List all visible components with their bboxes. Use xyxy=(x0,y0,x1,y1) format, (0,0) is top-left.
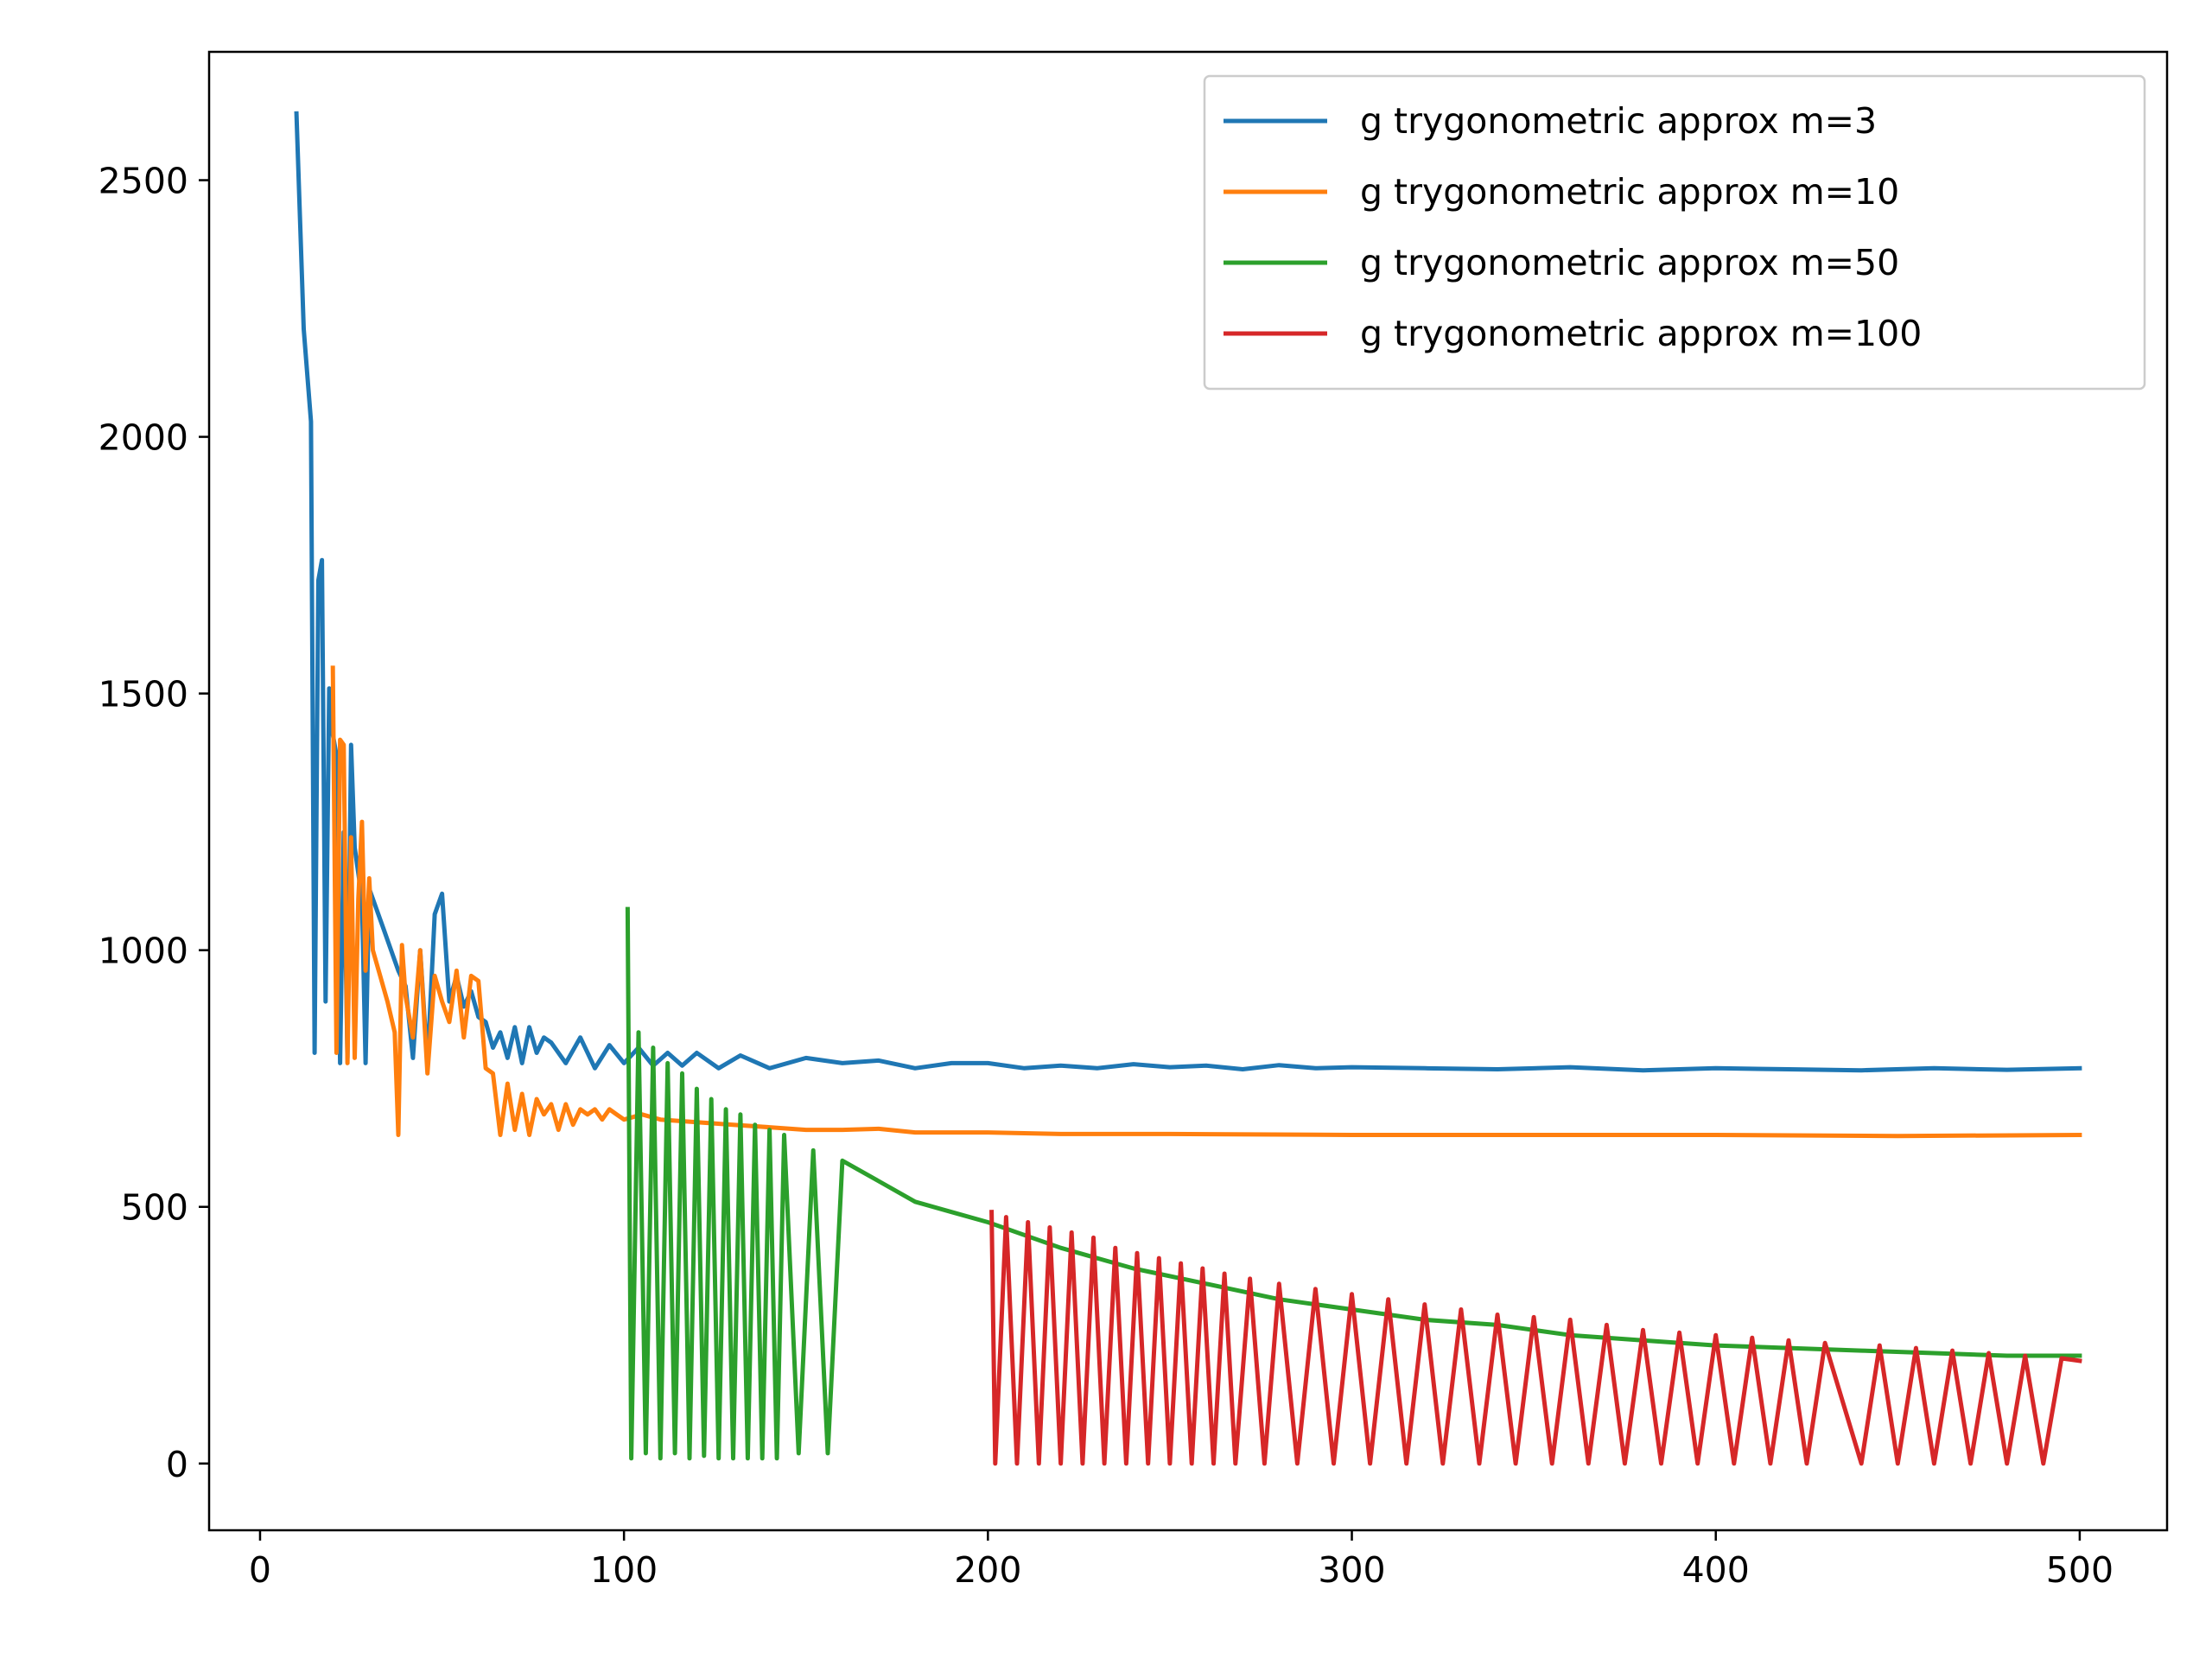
y-tick-label: 1500 xyxy=(99,674,188,715)
legend-box xyxy=(1203,74,2146,391)
x-tick-label: 400 xyxy=(1682,1549,1750,1591)
legend-label: g trygonometric approx m=3 xyxy=(1360,100,1877,142)
series-line-4 xyxy=(989,1210,2082,1466)
legend-label: g trygonometric approx m=100 xyxy=(1360,313,1922,354)
x-tick-label: 500 xyxy=(2046,1549,2113,1591)
y-tick-label: 2500 xyxy=(99,161,188,202)
x-tick-label: 300 xyxy=(1318,1549,1385,1591)
x-tick-label: 100 xyxy=(590,1549,658,1591)
y-tick-label: 500 xyxy=(121,1187,188,1229)
legend-label: g trygonometric approx m=10 xyxy=(1360,171,1899,213)
y-tick-label: 2000 xyxy=(99,417,188,459)
x-tick-label: 0 xyxy=(249,1549,271,1591)
series-line-2 xyxy=(330,665,2082,1139)
series-line-1 xyxy=(294,111,2082,1073)
legend: g trygonometric approx m=3 g trygonometri… xyxy=(1203,74,2146,391)
y-axis: 0 500 1000 1500 2000 2500 xyxy=(99,161,209,1485)
legend-label: g trygonometric approx m=50 xyxy=(1360,242,1899,283)
y-tick-label: 1000 xyxy=(99,931,188,972)
series-layer xyxy=(294,111,2082,1466)
y-tick-label: 0 xyxy=(166,1444,188,1485)
x-axis: 0 100 200 300 400 500 xyxy=(249,1530,2113,1591)
x-tick-label: 200 xyxy=(954,1549,1021,1591)
plot-frame xyxy=(207,50,2169,1532)
